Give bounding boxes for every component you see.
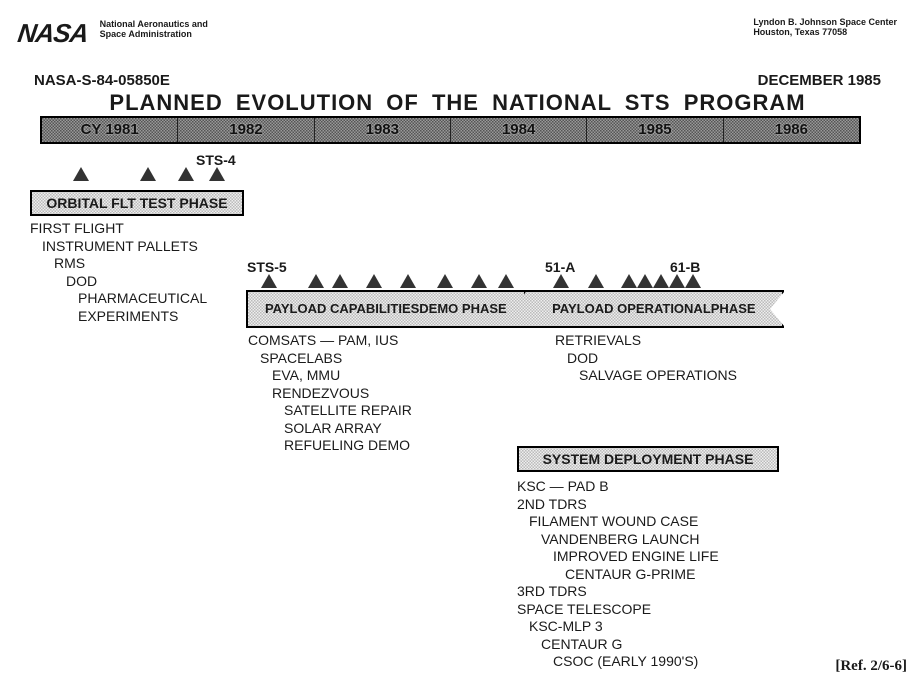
agency-name: National Aeronautics and Space Administr… — [100, 20, 208, 40]
list-item: INSTRUMENT PALLETS — [30, 238, 207, 256]
mission-label: STS-4 — [196, 152, 236, 168]
year-timeline-bar: CY 198119821983198419851986 — [40, 116, 861, 144]
list-item: RMS — [30, 255, 207, 273]
payload-phase-box: PAYLOAD CAPABILITIESDEMO PHASE PAYLOAD O… — [246, 290, 784, 328]
list-item: SOLAR ARRAY — [248, 420, 412, 438]
payload-operational-list: RETRIEVALSDODSALVAGE OPERATIONS — [555, 332, 737, 385]
agency-line2: Space Administration — [100, 30, 208, 40]
doc-id-row: NASA-S-84-05850E DECEMBER 1985 — [34, 72, 881, 89]
list-item: RETRIEVALS — [555, 332, 737, 350]
year-cell: 1984 — [451, 118, 587, 142]
nasa-logo: NASA — [16, 18, 90, 49]
mission-marker-icon — [471, 274, 487, 288]
payload-demo-list: COMSATS — PAM, IUSSPACELABSEVA, MMURENDE… — [248, 332, 412, 455]
year-cell: 1985 — [587, 118, 723, 142]
mission-marker-icon — [308, 274, 324, 288]
mission-marker-icon — [685, 274, 701, 288]
list-item: KSC — PAD B — [517, 478, 719, 496]
system-deployment-phase-box: SYSTEM DEPLOYMENT PHASE — [517, 446, 779, 472]
mission-label: 51-A — [545, 259, 575, 275]
mission-marker-icon — [553, 274, 569, 288]
list-item: COMSATS — PAM, IUS — [248, 332, 412, 350]
mission-marker-icon — [400, 274, 416, 288]
orbital-phase-label: ORBITAL FLT TEST PHASE — [46, 195, 227, 211]
reference-label: [Ref. 2/6-6] — [835, 658, 907, 675]
mission-marker-icon — [637, 274, 653, 288]
list-item: SATELLITE REPAIR — [248, 402, 412, 420]
list-item: DOD — [30, 273, 207, 291]
list-item: EXPERIMENTS — [30, 308, 207, 326]
mission-marker-icon — [366, 274, 382, 288]
list-item: RENDEZVOUS — [248, 385, 412, 403]
mission-marker-icon — [498, 274, 514, 288]
list-item: PHARMACEUTICAL — [30, 290, 207, 308]
year-cell: 1983 — [315, 118, 451, 142]
list-item: IMPROVED ENGINE LIFE — [517, 548, 719, 566]
mission-marker-icon — [653, 274, 669, 288]
mission-label: STS-5 — [247, 259, 287, 275]
mission-marker-icon — [178, 167, 194, 181]
mission-marker-icon — [261, 274, 277, 288]
mission-marker-icon — [73, 167, 89, 181]
mission-marker-icon — [140, 167, 156, 181]
mission-marker-icon — [621, 274, 637, 288]
space-center: Lyndon B. Johnson Space Center Houston, … — [753, 18, 897, 38]
mission-marker-icon — [209, 167, 225, 181]
list-item: CSOC (EARLY 1990'S) — [517, 653, 719, 671]
list-item: DOD — [555, 350, 737, 368]
system-deployment-list: KSC — PAD B2ND TDRSFILAMENT WOUND CASEVA… — [517, 478, 719, 671]
year-cell: 1982 — [178, 118, 314, 142]
list-item: SALVAGE OPERATIONS — [555, 367, 737, 385]
mission-marker-icon — [588, 274, 604, 288]
list-item: SPACE TELESCOPE — [517, 601, 719, 619]
page-title: PLANNED EVOLUTION OF THE NATIONAL STS PR… — [0, 90, 915, 116]
year-cell: 1986 — [724, 118, 859, 142]
list-item: REFUELING DEMO — [248, 437, 412, 455]
year-cell: CY 1981 — [42, 118, 178, 142]
mission-marker-icon — [437, 274, 453, 288]
doc-id: NASA-S-84-05850E — [34, 72, 170, 89]
list-item: FIRST FLIGHT — [30, 220, 207, 238]
mission-marker-icon — [669, 274, 685, 288]
list-item: CENTAUR G — [517, 636, 719, 654]
list-item: EVA, MMU — [248, 367, 412, 385]
header: NASA National Aeronautics and Space Admi… — [18, 18, 897, 49]
payload-demo-phase-label: PAYLOAD CAPABILITIESDEMO PHASE — [248, 292, 526, 326]
list-item: VANDENBERG LAUNCH — [517, 531, 719, 549]
doc-date: DECEMBER 1985 — [758, 72, 881, 89]
mission-label: 61-B — [670, 259, 700, 275]
list-item: 2ND TDRS — [517, 496, 719, 514]
list-item: KSC-MLP 3 — [517, 618, 719, 636]
list-item: CENTAUR G-PRIME — [517, 566, 719, 584]
orbital-phase-list: FIRST FLIGHTINSTRUMENT PALLETSRMSDODPHAR… — [30, 220, 207, 325]
mission-marker-icon — [332, 274, 348, 288]
list-item: 3RD TDRS — [517, 583, 719, 601]
center-line2: Houston, Texas 77058 — [753, 28, 897, 38]
payload-operational-phase-label: PAYLOAD OPERATIONALPHASE — [526, 292, 782, 326]
system-phase-label: SYSTEM DEPLOYMENT PHASE — [543, 451, 754, 467]
orbital-flt-test-phase-box: ORBITAL FLT TEST PHASE — [30, 190, 244, 216]
list-item: SPACELABS — [248, 350, 412, 368]
list-item: FILAMENT WOUND CASE — [517, 513, 719, 531]
